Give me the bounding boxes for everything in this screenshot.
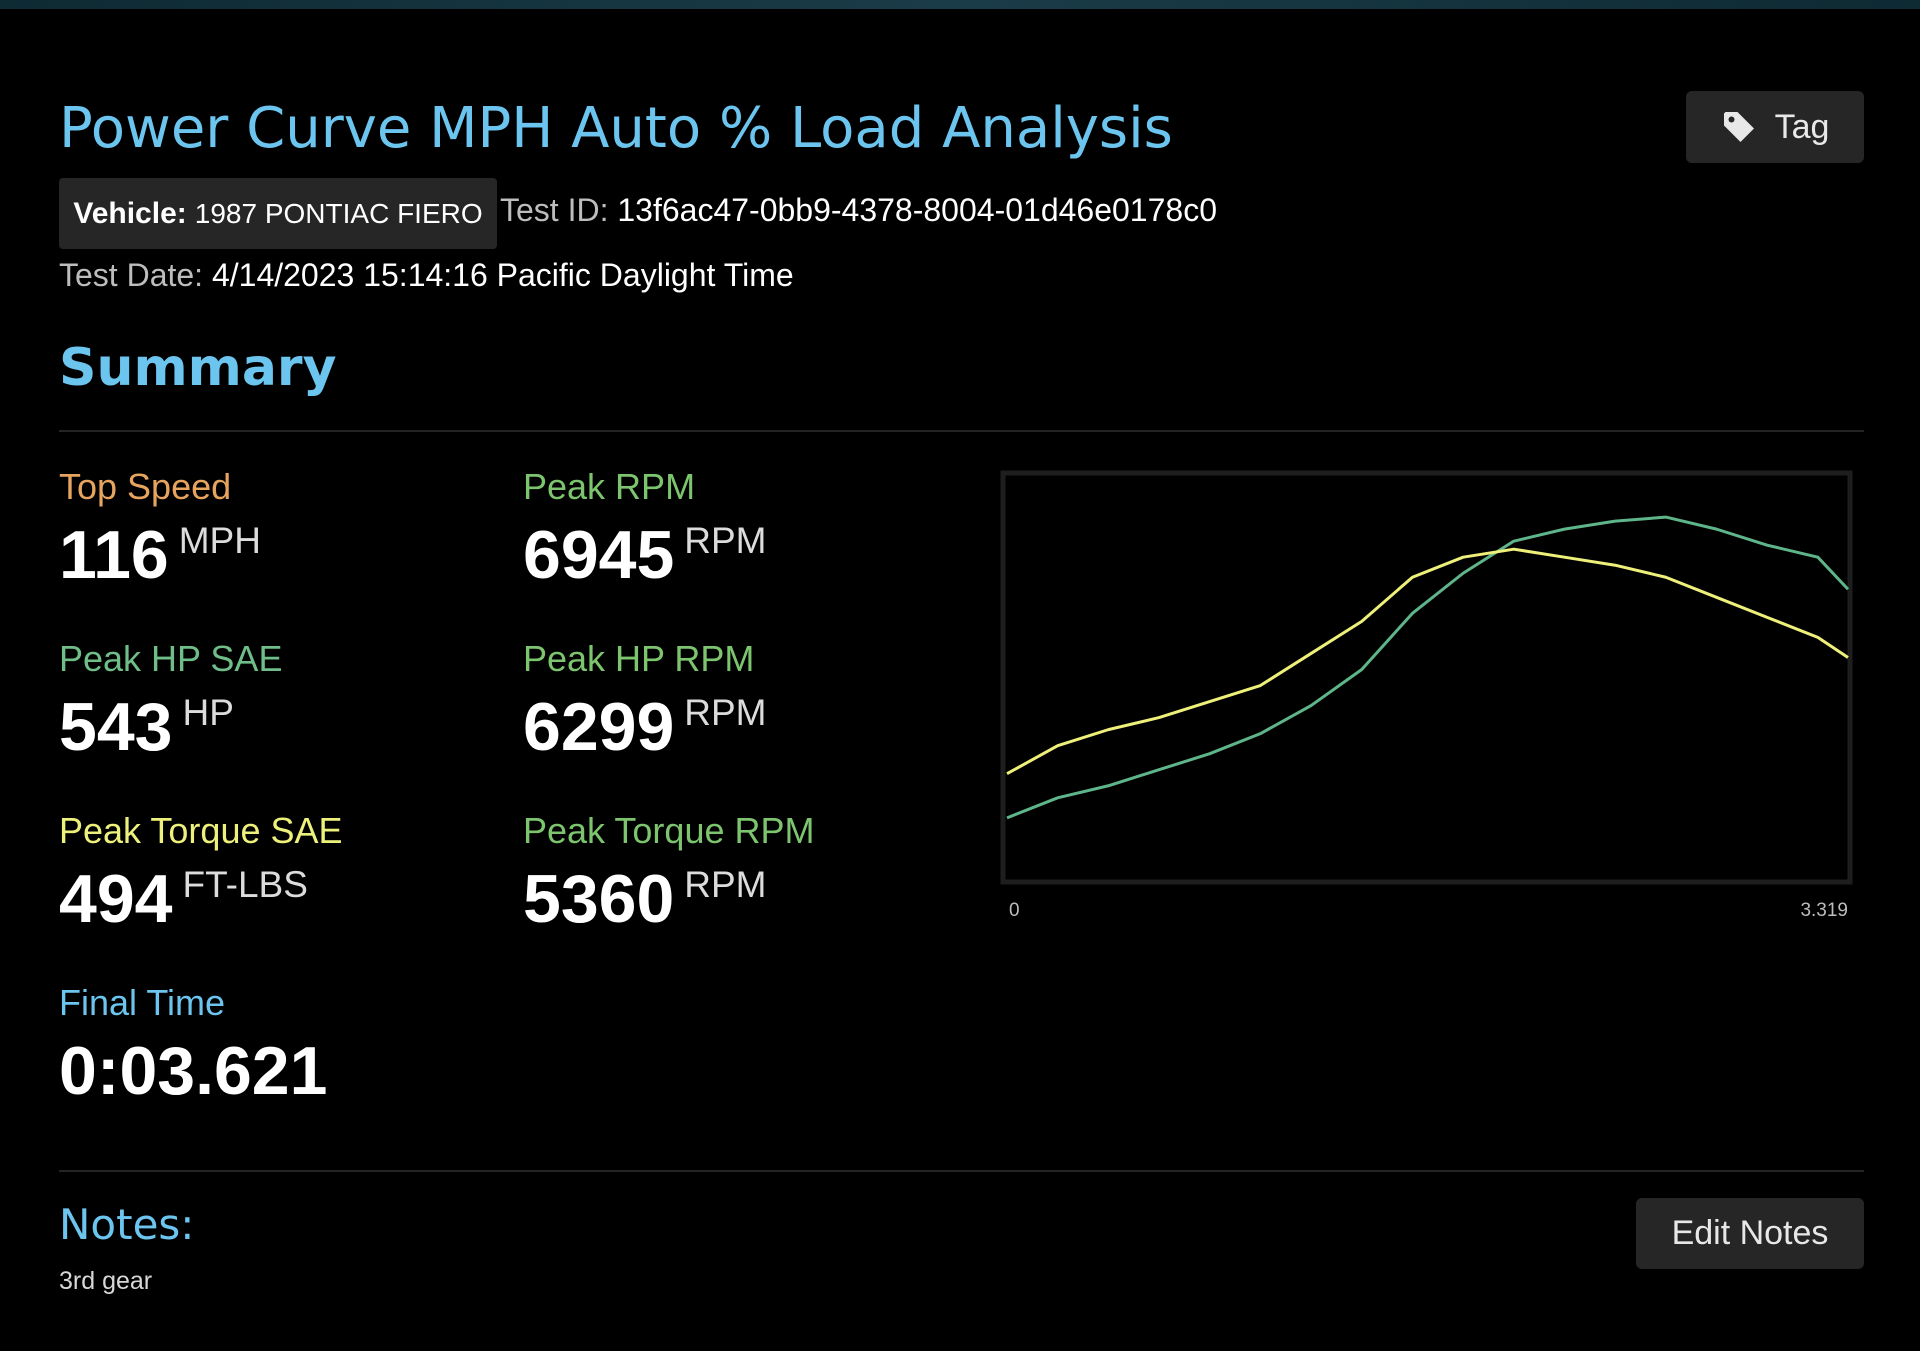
- stat-unit: RPM: [684, 520, 767, 561]
- stat-value: 6299 RPM: [523, 688, 767, 766]
- test-date-value: 4/14/2023 15:14:16 Pacific Daylight Time: [211, 257, 794, 293]
- stat-label: Peak HP RPM: [523, 638, 755, 679]
- x-tick-label: 0: [1009, 900, 1020, 921]
- tag-button[interactable]: Tag: [1686, 91, 1864, 163]
- stat-label: Final Time: [59, 982, 226, 1023]
- stat-value: 5360 RPM: [523, 860, 767, 938]
- stat-number: 494: [59, 861, 173, 937]
- tag-icon: [1723, 112, 1754, 142]
- data-line: [1006, 547, 1849, 776]
- test-id-label: Test ID:: [500, 192, 609, 228]
- stat-label: Peak RPM: [523, 466, 696, 507]
- stat-number: 6945: [523, 517, 675, 593]
- vehicle-badge: Vehicle: 1987 PONTIAC FIERO: [59, 178, 497, 249]
- stat-label: Top Speed: [59, 466, 232, 507]
- stat-label: Peak Torque RPM: [523, 810, 815, 851]
- stat-number: 5360: [523, 861, 675, 937]
- stat-value: 494 FT-LBS: [59, 860, 308, 938]
- summary-title: Summary: [59, 338, 337, 398]
- tag-label: Tag: [1774, 107, 1830, 146]
- top-bar: [0, 0, 1920, 9]
- divider: [59, 1170, 1864, 1172]
- stat-number: 543: [59, 689, 173, 765]
- stat-value: 116 MPH: [59, 516, 261, 594]
- data-line: [1006, 515, 1850, 820]
- stat-label: Peak HP SAE: [59, 638, 283, 679]
- test-id: Test ID: 13f6ac47-0bb9-4378-8004-01d46e0…: [500, 192, 1217, 229]
- stat-unit: MPH: [178, 520, 261, 561]
- stat-value: 543 HP: [59, 688, 234, 766]
- chart-frame: [1000, 470, 1853, 885]
- edit-notes-button[interactable]: Edit Notes: [1636, 1198, 1864, 1269]
- stat-label: Peak Torque SAE: [59, 810, 343, 851]
- stat-number: 6299: [523, 689, 675, 765]
- test-date: Test Date: 4/14/2023 15:14:16 Pacific Da…: [59, 257, 794, 294]
- stat-value: 6945 RPM: [523, 516, 767, 594]
- stat-number: 0:03.621: [59, 1033, 328, 1109]
- stat-unit: RPM: [684, 864, 767, 905]
- stat-unit: FT-LBS: [182, 864, 308, 905]
- notes-title: Notes:: [59, 1200, 195, 1249]
- stat-unit: HP: [182, 692, 234, 733]
- stat-value: 0:03.621: [59, 1032, 327, 1110]
- notes-text: 3rd gear: [59, 1267, 153, 1295]
- stat-unit: RPM: [684, 692, 767, 733]
- x-tick-label: 3.319: [1800, 900, 1848, 921]
- chart: 0 3.319: [1000, 470, 1853, 921]
- test-id-value: 13f6ac47-0bb9-4378-8004-01d46e0178c0: [617, 192, 1217, 228]
- vehicle-name: 1987 PONTIAC FIERO: [194, 197, 483, 229]
- page-title: Power Curve MPH Auto % Load Analysis: [59, 96, 1173, 161]
- test-date-label: Test Date:: [59, 257, 204, 293]
- divider: [59, 430, 1864, 432]
- vehicle-label: Vehicle:: [73, 196, 187, 230]
- stat-number: 116: [59, 517, 169, 593]
